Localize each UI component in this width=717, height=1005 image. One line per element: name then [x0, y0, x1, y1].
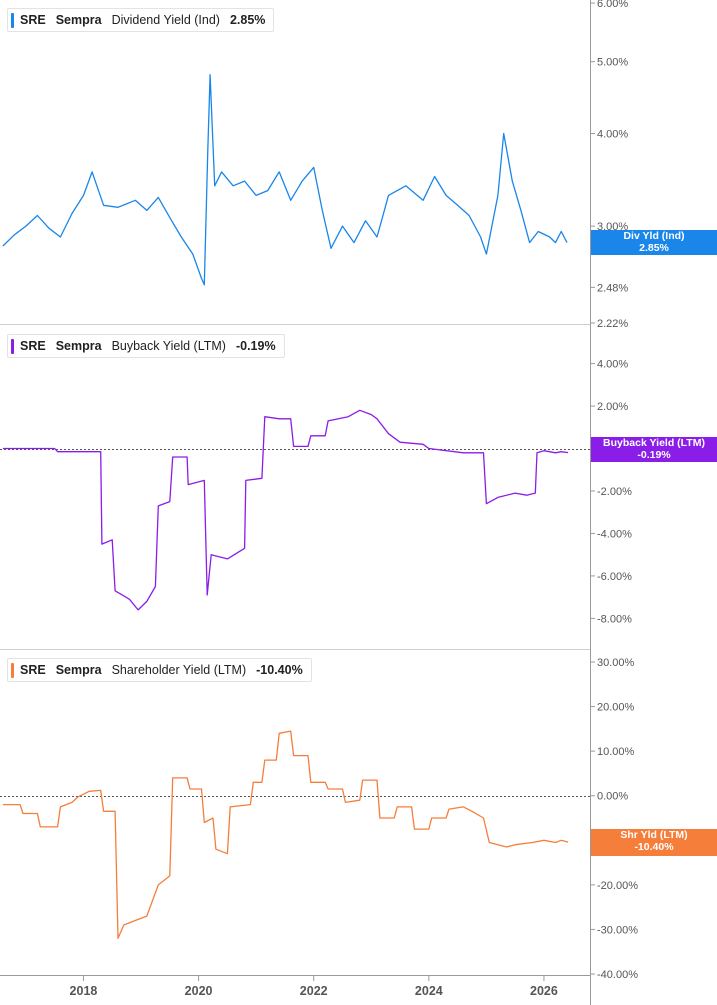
tag-line1: Buyback Yield (LTM)	[603, 437, 705, 449]
y-tick-label: 0.00%	[597, 791, 628, 803]
y-tick-label: -6.00%	[597, 571, 632, 583]
legend-value: 2.85%	[229, 13, 266, 27]
legend-company: Sempra	[55, 339, 102, 353]
tag-line1: Shr Yld (LTM)	[620, 829, 688, 841]
x-tick-label: 2020	[185, 984, 213, 998]
x-tick-label: 2018	[70, 984, 98, 998]
y-tick-label: 10.00%	[597, 746, 635, 758]
legend-metric: Dividend Yield (Ind)	[111, 13, 220, 27]
legend-color-swatch	[11, 663, 14, 678]
legend-ticker: SRE	[20, 13, 46, 27]
tag-line2: -10.40%	[634, 840, 674, 853]
x-tick-label: 2024	[415, 984, 443, 998]
current-value-tag: Shr Yld (LTM) -10.40%	[591, 829, 717, 856]
y-tick-label: 2.48%	[597, 282, 628, 294]
y-tick-label: 20.00%	[597, 702, 635, 714]
legend-company: Sempra	[55, 663, 102, 677]
legend-ticker: SRE	[20, 663, 46, 677]
y-tick-label: -20.00%	[597, 880, 638, 892]
legend-value: -0.19%	[235, 339, 276, 353]
y-tick-label: -30.00%	[597, 924, 638, 936]
current-value-tag: Div Yld (Ind) 2.85%	[591, 230, 717, 255]
tag-line2: 2.85%	[639, 241, 669, 254]
tag-line2: -0.19%	[637, 448, 671, 461]
series-line	[2, 730, 569, 939]
y-tick-label: 5.00%	[597, 57, 628, 69]
series-line	[2, 409, 569, 611]
y-tick-label: 4.00%	[597, 359, 628, 371]
y-tick-label: -2.00%	[597, 486, 632, 498]
legend-ticker: SRE	[20, 339, 46, 353]
current-value-tag: Buyback Yield (LTM) -0.19%	[591, 437, 717, 462]
y-tick-label: -4.00%	[597, 528, 632, 540]
series-line	[2, 74, 568, 286]
y-tick-label: -8.00%	[597, 613, 632, 625]
legend-box: SRE Sempra Dividend Yield (Ind) 2.85%	[7, 8, 275, 32]
x-tick-label: 2026	[530, 984, 558, 998]
legend-box: SRE Sempra Shareholder Yield (LTM) -10.40%	[7, 658, 312, 682]
y-tick-label: 2.22%	[597, 318, 628, 330]
legend-company: Sempra	[55, 13, 102, 27]
y-tick-label: 30.00%	[597, 657, 635, 669]
legend-color-swatch	[11, 339, 14, 354]
legend-metric: Buyback Yield (LTM)	[111, 339, 226, 353]
legend-box: SRE Sempra Buyback Yield (LTM) -0.19%	[7, 334, 285, 358]
y-tick-label: 2.00%	[597, 401, 628, 413]
legend-color-swatch	[11, 13, 14, 28]
legend-value: -10.40%	[256, 663, 303, 677]
tag-line1: Div Yld (Ind)	[623, 230, 685, 242]
y-tick-label: 4.00%	[597, 128, 628, 140]
y-tick-label: 6.00%	[597, 0, 628, 10]
x-tick-label: 2022	[300, 984, 328, 998]
y-tick-label: -40.00%	[597, 969, 638, 981]
legend-metric: Shareholder Yield (LTM)	[111, 663, 247, 677]
